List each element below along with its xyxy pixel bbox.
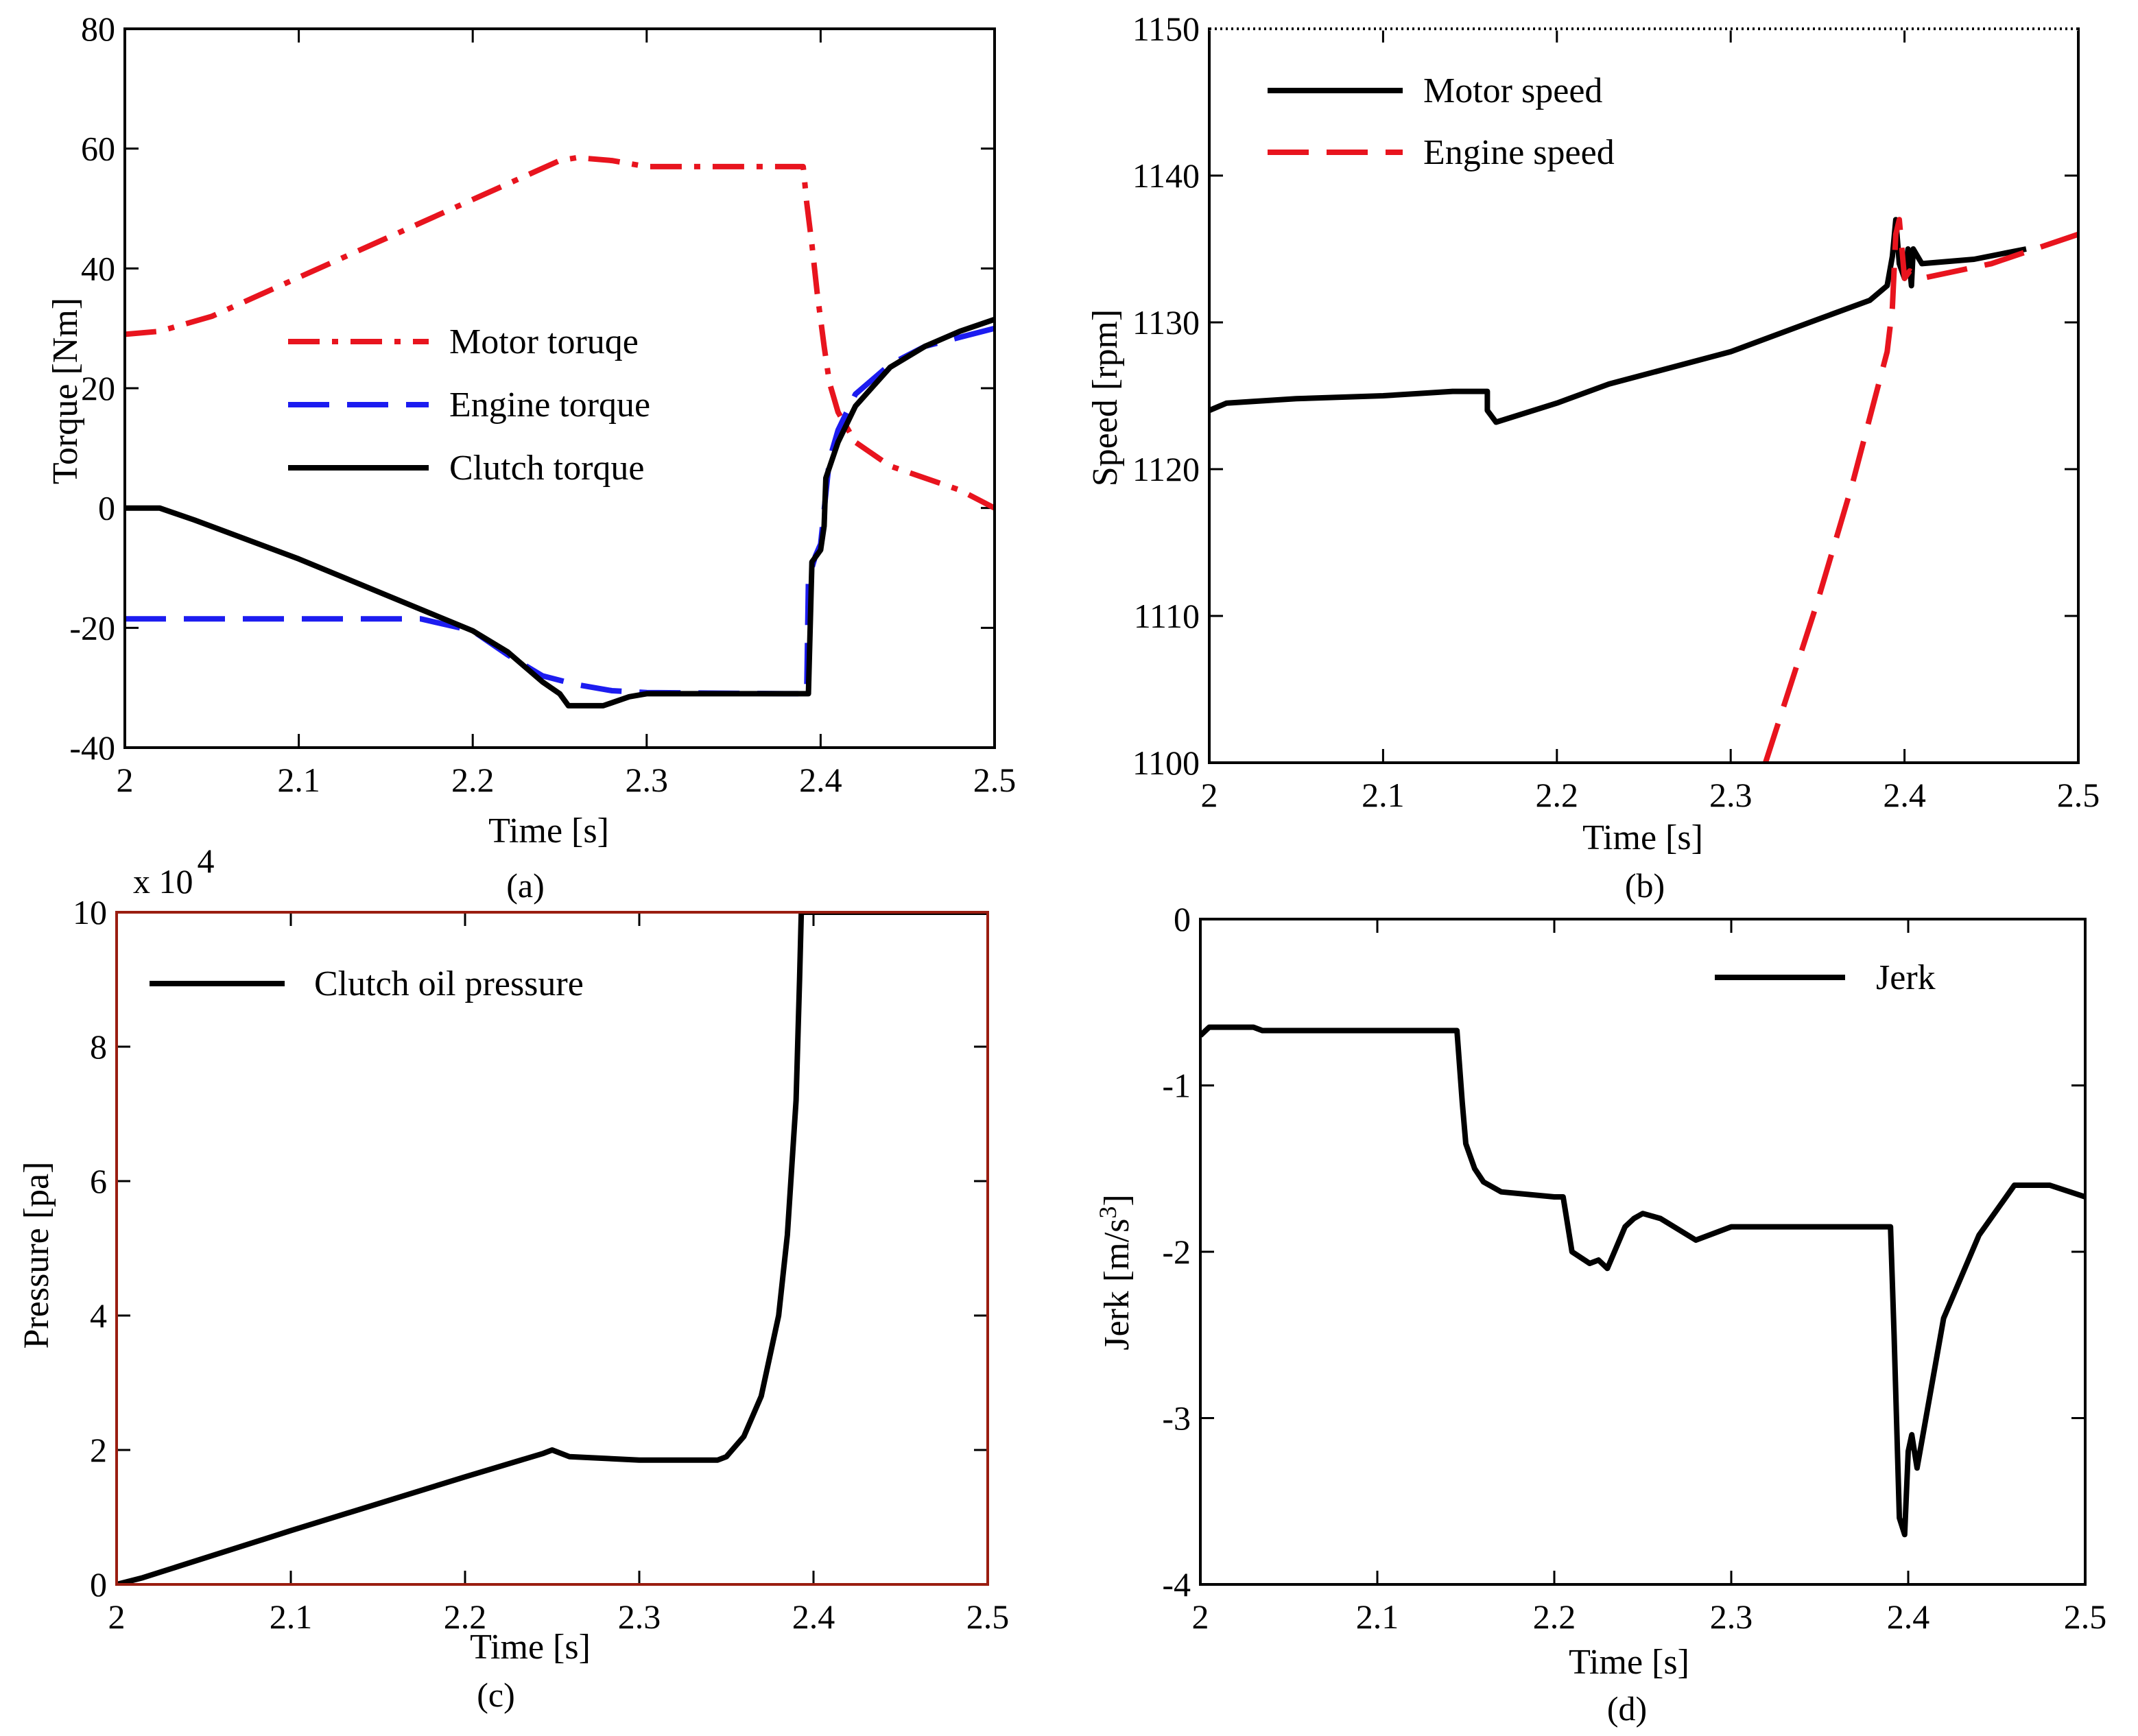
y-tick-label: 0 [90,1565,107,1604]
series-line-motor-toruqe [125,154,995,511]
y-tick-label: 80 [81,10,115,48]
x-tick-label: 2.5 [2057,776,2100,814]
x-tick-label: 2.2 [1536,776,1579,814]
series-line-clutch-oil-pressure [117,912,988,1584]
x-tick-label: 2.3 [1710,1597,1753,1636]
y-tick-label: 2 [90,1431,107,1469]
y-tick-label: 1150 [1132,10,1200,48]
chart-panel-d: 2 2.1 2.2 2.3 2.4 2.5 -4 -3 -2 -1 0 Jerk Time [s] Jer… [1094,900,2106,1728]
y-tick-label: 1130 [1132,303,1200,342]
y-tick-label: -20 [69,608,115,647]
y-tick-label: 60 [81,130,115,168]
y-axis-label: Torque [Nm] [46,298,85,484]
series-line-engine-speed [1763,217,2078,763]
x-tick-label: 2.1 [277,761,320,799]
x-tick-label: 2.2 [1533,1597,1576,1636]
x-tick-label: 2.1 [1356,1597,1399,1636]
chart-panel-b: 2 2.1 2.2 2.3 2.4 2.5 1100 1110 1120 1130 1140 1150… [1086,10,2100,905]
plot-frame [115,911,989,1586]
x-tick-label: 2.4 [1887,1597,1930,1636]
legend-label: Motor toruqe [449,322,639,361]
y-tick-label: 10 [73,893,107,931]
y-axis-label: Jerk [m/s3] [1094,1194,1137,1350]
y-tick-label: -3 [1162,1399,1191,1438]
legend-label: Jerk [1876,958,1936,997]
exponent-label: x 104 [133,842,215,901]
y-tick-label: 8 [90,1027,107,1066]
x-axis-label: Time [s] [1582,818,1703,857]
legend: Motor toruqe Engine torque Clutch torque [288,322,650,488]
x-tick-label: 2 [117,761,134,799]
series-line-motor-speed [1209,217,2027,425]
panel-label: (a) [506,866,545,905]
legend: Motor speed Engine speed [1268,71,1615,172]
plot-frame [123,27,996,749]
x-tick-label: 2.2 [451,761,495,799]
y-tick-label: 4 [90,1296,107,1335]
legend: Clutch oil pressure [150,964,584,1003]
y-axis-label: Speed [rpm] [1086,309,1125,486]
legend-label: Clutch oil pressure [314,964,584,1003]
legend: Jerk [1715,958,1936,997]
y-tick-label: -4 [1162,1565,1191,1604]
y-tick-label: 40 [81,249,115,287]
x-tick-label: 2.4 [799,761,842,799]
series-line-jerk [1200,1024,2085,1538]
x-tick-label: 2.5 [973,761,1017,799]
y-tick-label: -2 [1162,1233,1191,1271]
y-tick-label: 1140 [1132,156,1200,195]
panel-label: (b) [1625,866,1665,905]
y-tick-label: 20 [81,369,115,407]
x-tick-label: 2 [108,1597,126,1636]
x-tick-label: 2 [1192,1597,1209,1636]
panel-label: (c) [477,1676,515,1714]
y-tick-label: 1100 [1132,744,1200,782]
panel-label: (d) [1607,1689,1647,1728]
y-tick-label: 1110 [1134,597,1200,635]
x-tick-label: 2.3 [626,761,669,799]
legend-label: Engine torque [449,385,650,425]
x-tick-label: 2.3 [1709,776,1753,814]
x-tick-label: 2.2 [444,1597,487,1636]
y-tick-label: 1120 [1132,450,1200,488]
legend-label: Clutch torque [449,449,645,488]
x-tick-label: 2.5 [966,1597,1010,1636]
y-tick-label: 6 [90,1162,107,1200]
x-tick-label: 2.3 [618,1597,661,1636]
x-tick-label: 2.4 [1883,776,1926,814]
x-tick-label: 2.5 [2064,1597,2107,1636]
x-tick-label: 2.1 [270,1597,313,1636]
y-tick-label: 0 [98,489,115,527]
series-line-engine-torque [125,325,995,697]
x-axis-label: Time [s] [1569,1643,1689,1682]
y-axis-label: Pressure [pa] [17,1162,56,1349]
legend-label: Engine speed [1423,133,1615,172]
x-tick-label: 2 [1201,776,1218,814]
legend-label: Motor speed [1423,71,1602,110]
series-line-clutch-torque [125,316,995,709]
x-axis-label: Time [s] [488,811,609,851]
y-tick-label: -1 [1162,1067,1191,1105]
chart-panel-a: 2 2.1 2.2 2.3 2.4 2.5 -40 -20 0 20 40 60 80 Motor tor… [46,10,1016,905]
plot-frame [1199,918,2087,1586]
x-axis-label: Time [s] [470,1628,591,1667]
x-tick-label: 2.1 [1362,776,1405,814]
x-tick-label: 2.4 [792,1597,835,1636]
y-tick-label: -40 [69,728,115,767]
y-tick-label: 0 [1174,900,1191,938]
